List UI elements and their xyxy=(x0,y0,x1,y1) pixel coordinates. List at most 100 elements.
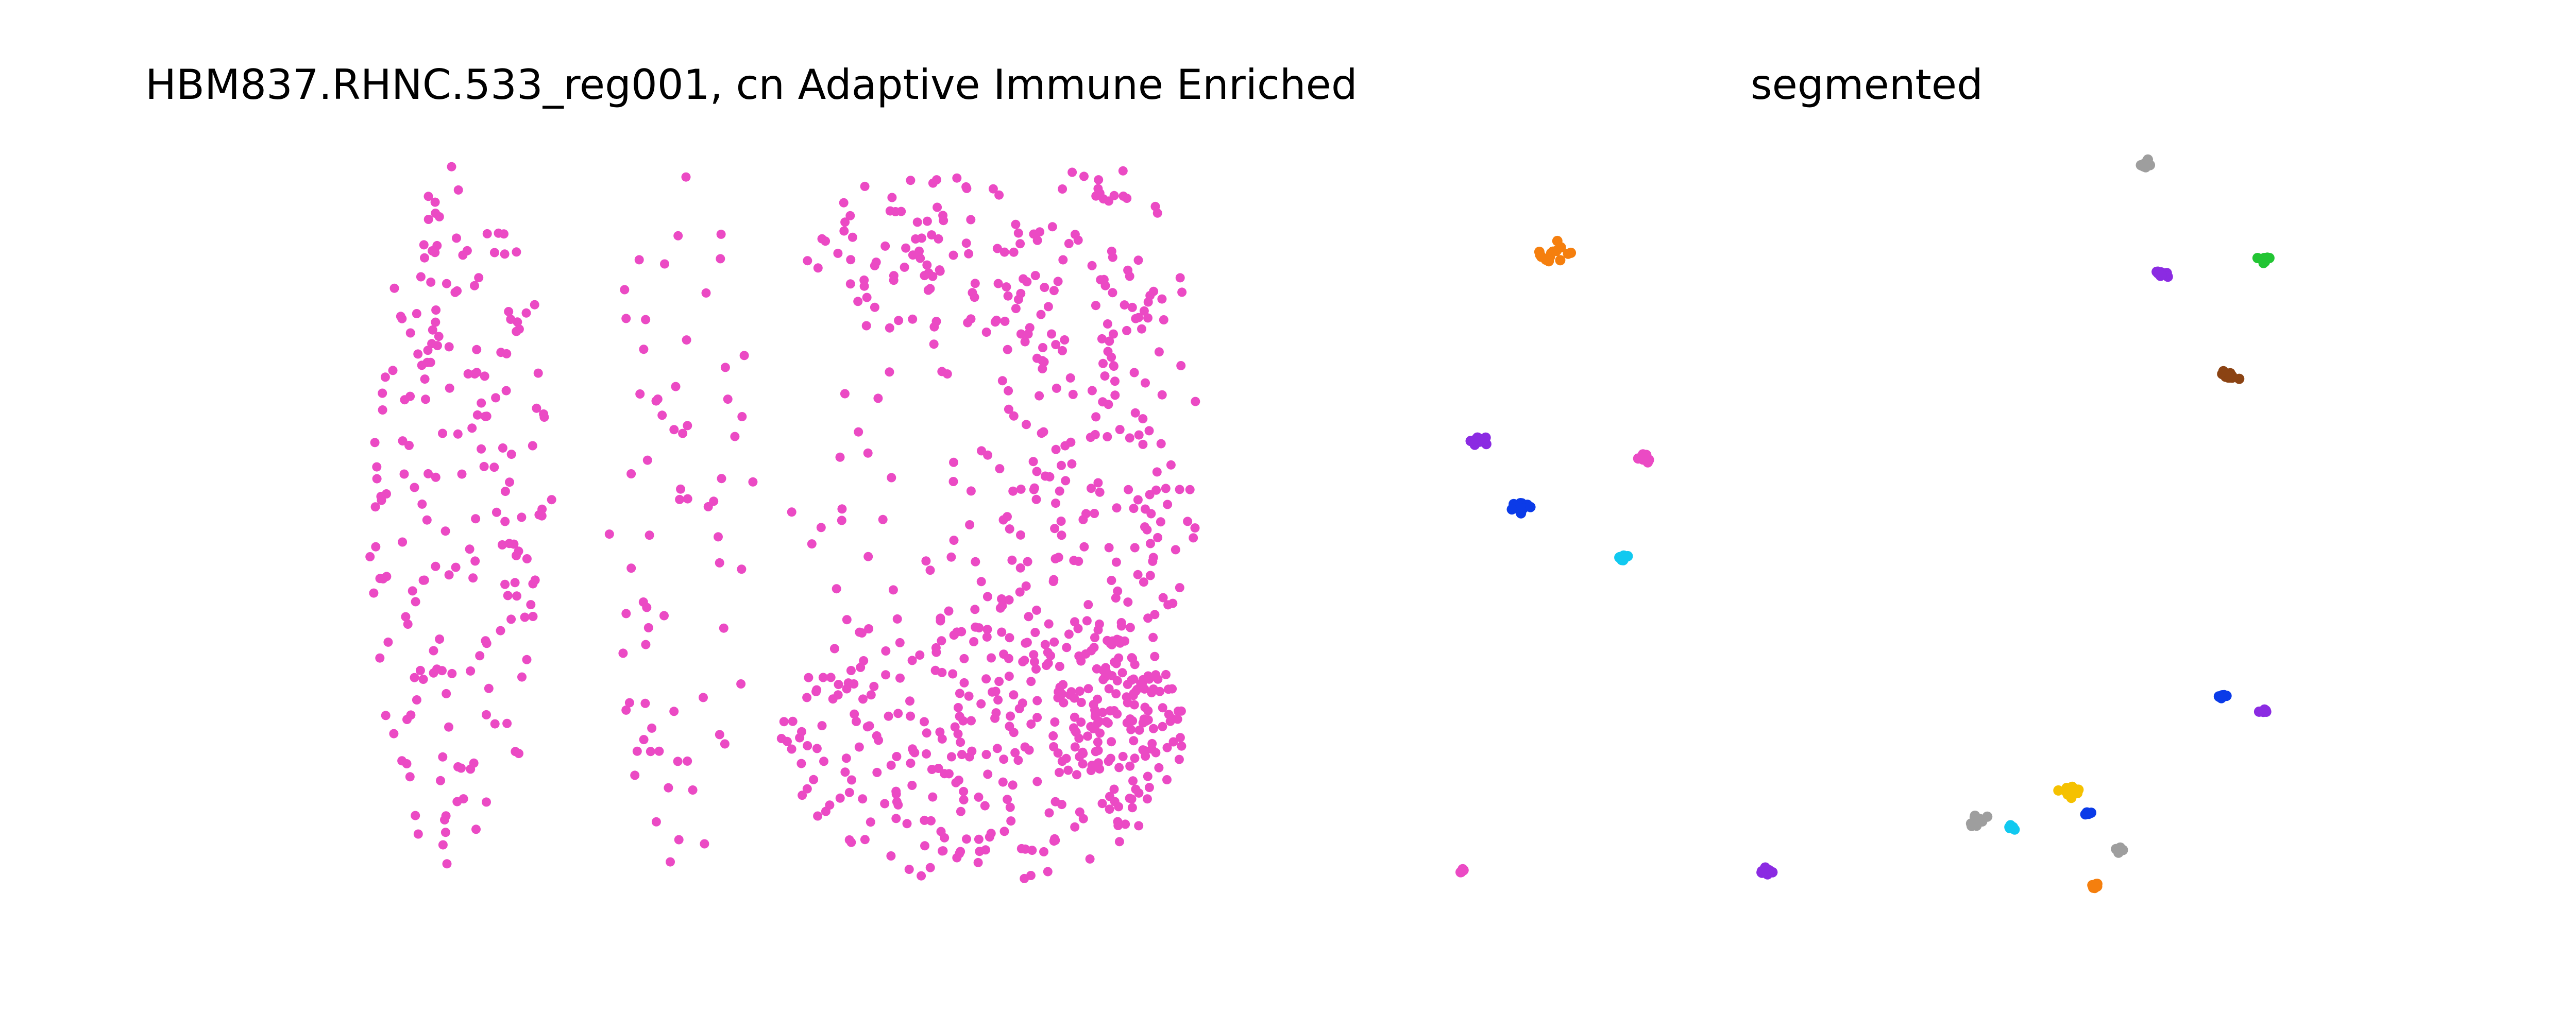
scatter-point xyxy=(1053,277,1063,286)
scatter-point xyxy=(621,705,631,715)
scatter-point xyxy=(1109,784,1119,794)
scatter-point xyxy=(1022,277,1032,287)
scatter-point xyxy=(522,655,532,664)
scatter-point xyxy=(2143,159,2154,169)
scatter-point xyxy=(1095,487,1105,497)
scatter-point xyxy=(445,383,454,393)
scatter-point xyxy=(888,585,898,595)
scatter-point xyxy=(819,757,828,766)
scatter-point xyxy=(1147,739,1157,748)
scatter-point xyxy=(1032,777,1042,786)
scatter-point xyxy=(466,764,476,774)
scatter-point xyxy=(2088,882,2098,893)
scatter-point xyxy=(517,512,527,522)
scatter-point xyxy=(982,632,992,642)
scatter-point xyxy=(829,644,839,654)
scatter-point xyxy=(681,172,691,182)
scatter-point xyxy=(787,507,796,517)
scatter-point xyxy=(413,829,423,839)
scatter-point xyxy=(739,351,749,360)
scatter-point xyxy=(1153,533,1163,542)
scatter-point xyxy=(451,562,461,572)
scatter-point xyxy=(1030,657,1039,667)
scatter-point xyxy=(1051,340,1061,350)
scatter-point xyxy=(429,646,438,656)
scatter-point xyxy=(957,750,967,760)
scatter-point xyxy=(688,785,698,795)
scatter-point xyxy=(1103,636,1112,645)
scatter-point xyxy=(1047,329,1056,339)
scatter-point xyxy=(981,674,991,684)
scatter-point xyxy=(634,255,644,265)
scatter-point xyxy=(1141,378,1150,388)
scatter-point xyxy=(482,411,492,421)
scatter-point xyxy=(1038,343,1047,352)
scatter-point xyxy=(893,709,903,718)
scatter-point xyxy=(1076,717,1086,727)
scatter-point xyxy=(929,322,939,332)
scatter-point xyxy=(1007,555,1017,565)
scatter-point xyxy=(748,477,758,487)
scatter-point xyxy=(927,765,937,774)
scatter-point xyxy=(1032,467,1042,476)
scatter-point xyxy=(1031,664,1041,674)
scatter-point xyxy=(496,626,505,636)
scatter-point xyxy=(418,675,428,684)
scatter-point xyxy=(891,814,901,823)
scatter-point xyxy=(1127,675,1137,685)
scatter-point xyxy=(981,328,991,337)
scatter-point xyxy=(995,464,1005,474)
scatter-point xyxy=(645,530,654,540)
scatter-point xyxy=(878,514,888,524)
scatter-point xyxy=(412,695,421,705)
scatter-point xyxy=(642,603,652,612)
scatter-point xyxy=(1013,228,1023,238)
scatter-point xyxy=(1129,368,1139,377)
scatter-point xyxy=(382,572,392,581)
scatter-point xyxy=(935,727,945,737)
scatter-point xyxy=(653,394,663,404)
scatter-point xyxy=(937,667,947,677)
scatter-point xyxy=(1070,617,1079,627)
scatter-point xyxy=(2005,823,2015,833)
scatter-point xyxy=(1114,837,1124,847)
scatter-point xyxy=(381,711,391,720)
scatter-point xyxy=(832,584,841,594)
scatter-point xyxy=(1044,619,1054,629)
scatter-point xyxy=(870,261,879,270)
scatter-point xyxy=(839,226,849,236)
scatter-point xyxy=(504,307,514,316)
scatter-point xyxy=(1003,291,1013,301)
scatter-point xyxy=(938,846,947,856)
scatter-point xyxy=(1083,600,1093,610)
scatter-point xyxy=(859,275,869,285)
scatter-point xyxy=(821,806,831,816)
scatter-point xyxy=(419,575,429,585)
scatter-point xyxy=(928,792,938,802)
scatter-point xyxy=(700,839,709,849)
scatter-point xyxy=(2114,844,2125,854)
scatter-point xyxy=(1103,718,1113,728)
scatter-point xyxy=(970,279,980,288)
scatter-point xyxy=(1150,651,1160,661)
scatter-point xyxy=(716,229,726,239)
scatter-point xyxy=(1129,736,1139,746)
scatter-point xyxy=(987,653,996,663)
scatter-point xyxy=(922,728,931,738)
scatter-point xyxy=(1048,577,1058,586)
scatter-point xyxy=(1107,737,1116,747)
scatter-point xyxy=(1150,610,1160,620)
scatter-point xyxy=(942,369,952,379)
scatter-point xyxy=(1112,676,1122,685)
scatter-point xyxy=(420,374,430,384)
scatter-point xyxy=(683,756,692,766)
scatter-point xyxy=(1098,708,1108,717)
scatter-point xyxy=(438,428,447,438)
scatter-point xyxy=(1142,525,1152,535)
scatter-point xyxy=(905,696,914,706)
scatter-point xyxy=(1081,649,1091,659)
scatter-point xyxy=(1148,556,1158,566)
scatter-point xyxy=(1050,835,1060,845)
scatter-point xyxy=(1016,484,1026,494)
scatter-point xyxy=(630,770,640,780)
